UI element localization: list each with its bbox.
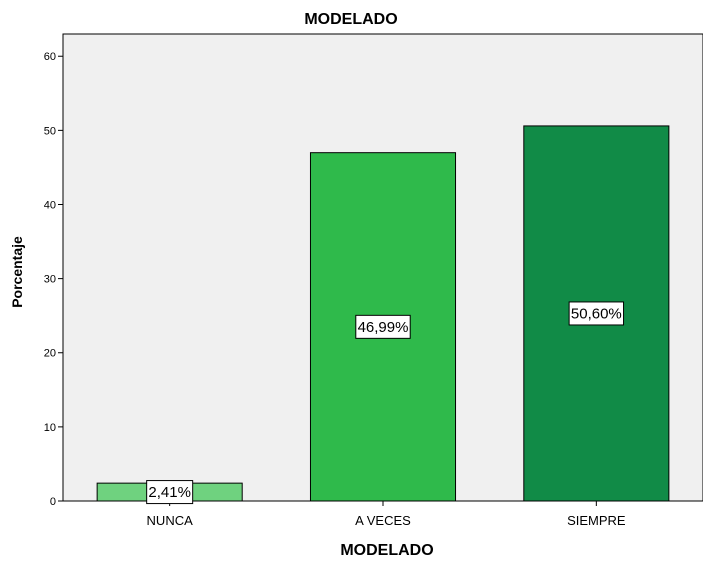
value-label: 46,99% bbox=[355, 314, 411, 339]
value-label-box bbox=[146, 480, 194, 505]
x-tick-label: SIEMPRE bbox=[567, 513, 626, 528]
y-tick-label: 50 bbox=[44, 125, 56, 137]
x-axis-label: MODELADO bbox=[340, 542, 433, 557]
chart-title: MODELADO bbox=[304, 11, 397, 28]
value-label-text: 50,60% bbox=[571, 305, 622, 322]
x-tick-label: NUNCA bbox=[147, 513, 194, 528]
y-tick-label: 10 bbox=[44, 422, 56, 434]
value-label-text: 46,99% bbox=[358, 319, 409, 336]
value-label: 50,60% bbox=[568, 301, 625, 326]
value-label: 2,41% bbox=[146, 480, 194, 505]
y-axis: 0 10 20 30 40 50 60 bbox=[44, 51, 63, 508]
x-tick-label: A VECES bbox=[355, 513, 411, 528]
value-label-box bbox=[355, 314, 411, 339]
x-axis: NUNCA A VECES SIEMPRE bbox=[147, 501, 626, 528]
y-tick-label: 60 bbox=[44, 51, 56, 63]
value-label-text: 2,41% bbox=[148, 484, 191, 501]
y-tick-label: 40 bbox=[44, 199, 56, 211]
y-tick-label: 0 bbox=[50, 496, 56, 508]
y-tick-label: 30 bbox=[44, 274, 56, 286]
value-label-box bbox=[568, 301, 625, 326]
y-axis-label: Porcentaje bbox=[9, 236, 25, 308]
value-labels: 2,41% 46,99% 50,60% bbox=[146, 301, 625, 505]
y-tick-label: 20 bbox=[44, 348, 56, 360]
